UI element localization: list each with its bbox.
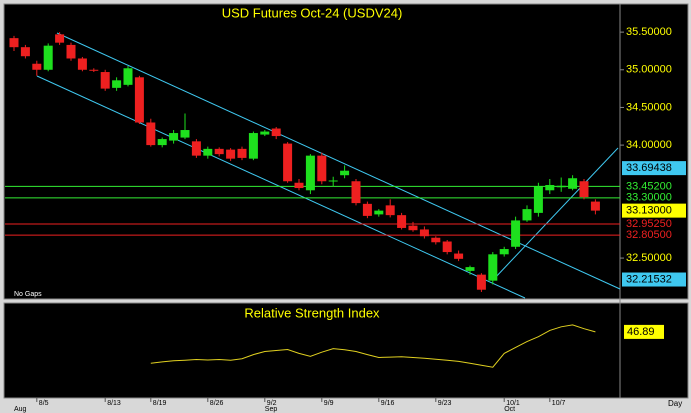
candle-body <box>169 133 179 141</box>
candle-body <box>317 155 327 182</box>
price-panel <box>3 3 689 300</box>
candle-body <box>385 205 395 216</box>
channel-lower <box>36 75 526 299</box>
candle-body <box>20 47 30 57</box>
candle-body <box>191 141 201 156</box>
candle-body <box>533 186 543 213</box>
level-label: 32.21532 <box>626 273 672 285</box>
x-tick-label: 10/7 <box>552 400 566 407</box>
rsi-value-box <box>624 324 664 339</box>
level-label: 32.95250 <box>626 218 672 230</box>
x-tick-label: 8/5 <box>39 400 49 407</box>
x-axis-label: Day <box>668 399 682 408</box>
candle-body <box>89 69 99 71</box>
x-tick-label: 8/13 <box>107 400 121 407</box>
x-tick-label: 8/19 <box>153 400 167 407</box>
month-label: Oct <box>504 406 515 413</box>
level-box <box>622 161 686 176</box>
candle-body <box>55 34 65 43</box>
candle-body <box>294 182 304 189</box>
candle-body <box>454 253 464 259</box>
candle-body <box>123 68 133 85</box>
candle-body <box>112 80 122 88</box>
candle-body <box>499 249 509 255</box>
candle-body <box>579 181 589 198</box>
candle-body <box>568 178 578 189</box>
candle-body <box>408 225 418 231</box>
month-label: Aug <box>14 406 27 413</box>
candle-body <box>431 237 441 243</box>
candle-body <box>260 131 270 135</box>
candle-body <box>157 139 167 146</box>
level-label: 33.45200 <box>626 180 672 192</box>
channel-upper <box>56 32 621 290</box>
x-tick-label: 9/2 <box>267 400 277 407</box>
x-tick-label: 9/16 <box>381 400 395 407</box>
candle-body <box>328 180 338 182</box>
candle-body <box>226 149 236 159</box>
candle-body <box>419 229 429 237</box>
candle-body <box>180 130 190 138</box>
candle-body <box>465 267 475 271</box>
level-label: 32.80500 <box>626 229 672 241</box>
candle-body <box>134 77 144 123</box>
candle-body <box>397 215 407 228</box>
candle-body <box>351 181 361 204</box>
candle-body <box>362 203 372 216</box>
candle-body <box>146 122 156 146</box>
candle-body <box>556 185 566 188</box>
y-tick-label: 35.00000 <box>626 64 672 76</box>
rsi-title: Relative Strength Index <box>244 305 380 320</box>
month-label: Sep <box>265 406 278 413</box>
level-label: 33.13000 <box>626 205 672 217</box>
rsi-line <box>150 324 596 368</box>
candle-body <box>305 155 315 191</box>
level-label: 33.69438 <box>626 162 672 174</box>
candle-body <box>214 148 224 155</box>
rsi-value-label: 46.89 <box>627 326 655 338</box>
chart-title: USD Futures Oct-24 (USDV24) <box>222 5 403 20</box>
candle-body <box>66 44 76 59</box>
candle-body <box>511 220 521 247</box>
trend-line <box>492 147 619 281</box>
candle-body <box>442 241 452 253</box>
candle-body <box>32 63 42 70</box>
x-tick-label: 9/23 <box>438 400 452 407</box>
candle-body <box>43 45 53 70</box>
candle-body <box>248 133 258 159</box>
candle-body <box>522 209 532 221</box>
x-tick-label: 9/9 <box>324 400 334 407</box>
x-tick-label: 10/1 <box>506 400 520 407</box>
candle-body <box>590 201 600 211</box>
candle-body <box>488 254 498 281</box>
annotation: No Gaps <box>14 291 42 298</box>
candle-body <box>545 185 555 191</box>
level-box <box>622 272 686 287</box>
candle-body <box>77 58 87 70</box>
level-label: 33.30000 <box>626 192 672 204</box>
y-tick-label: 34.50000 <box>626 101 672 113</box>
candle-body <box>283 143 293 182</box>
candle-body <box>237 148 247 158</box>
candle-body <box>203 148 213 156</box>
candle-body <box>100 72 110 89</box>
x-tick-label: 8/26 <box>210 400 224 407</box>
candle-body <box>271 128 281 137</box>
y-tick-label: 35.50000 <box>626 26 672 38</box>
level-box <box>622 203 686 218</box>
candle-body <box>374 210 384 215</box>
y-tick-label: 32.50000 <box>626 252 672 264</box>
y-tick-label: 34.00000 <box>626 139 672 151</box>
candle-body <box>9 38 19 48</box>
candle-body <box>476 274 486 290</box>
candle-body <box>340 170 350 176</box>
